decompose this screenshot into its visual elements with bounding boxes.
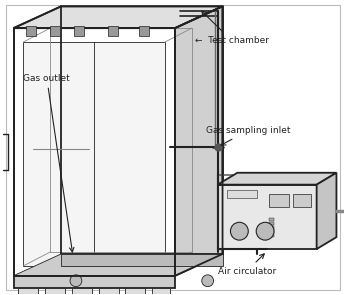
Polygon shape (13, 28, 175, 276)
Bar (139, 26, 149, 36)
Bar (45, 288, 65, 295)
Bar (99, 288, 119, 295)
Circle shape (256, 222, 274, 240)
Bar (26, 26, 36, 36)
Bar (50, 26, 60, 36)
Circle shape (70, 275, 82, 287)
Bar (74, 26, 84, 36)
Polygon shape (13, 276, 175, 288)
Text: Gas sampling inlet: Gas sampling inlet (206, 126, 290, 145)
Bar (269, 222, 274, 225)
Polygon shape (13, 6, 222, 28)
Polygon shape (61, 254, 222, 266)
Polygon shape (218, 173, 336, 185)
Bar (269, 194, 289, 207)
Polygon shape (175, 6, 222, 276)
Text: Gas outlet: Gas outlet (24, 74, 74, 252)
Bar (18, 288, 38, 295)
Bar (227, 190, 257, 198)
Circle shape (230, 222, 248, 240)
Bar (72, 288, 92, 295)
Text: Air circulator: Air circulator (218, 254, 276, 276)
Bar (152, 288, 170, 295)
Text: ←  Test chamber: ← Test chamber (195, 11, 269, 45)
Bar (293, 194, 311, 207)
Bar (108, 26, 118, 36)
Bar (269, 226, 274, 229)
Bar (269, 234, 274, 237)
Polygon shape (24, 42, 165, 266)
Polygon shape (218, 185, 317, 249)
Circle shape (202, 275, 213, 287)
Polygon shape (317, 173, 336, 249)
Text: Gas inlet: Gas inlet (0, 294, 1, 295)
Bar (269, 230, 274, 233)
Polygon shape (13, 254, 222, 276)
Bar (126, 288, 145, 295)
Bar (269, 218, 274, 221)
